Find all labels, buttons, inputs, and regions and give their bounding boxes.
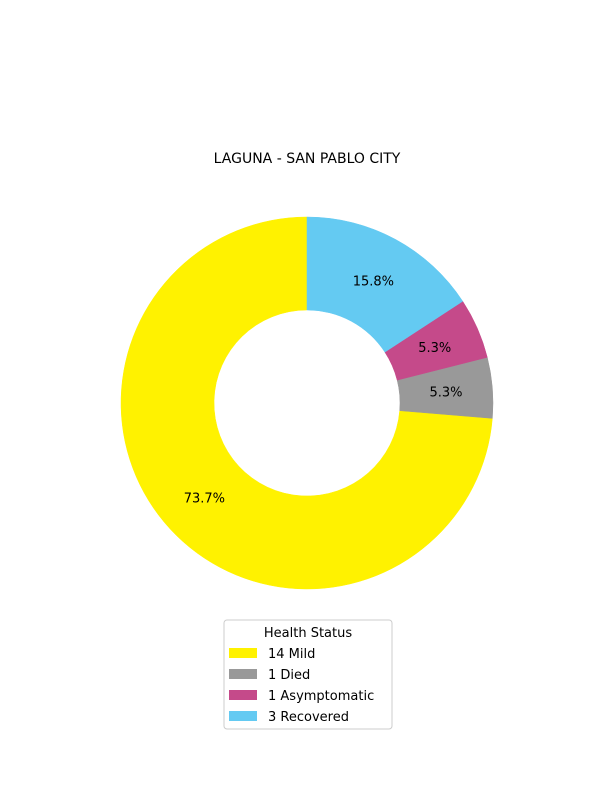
legend-items: 14 Mild 1 Died 1 Asymptomatic 3 Recovered <box>229 647 374 725</box>
legend-swatch-recovered <box>229 711 257 721</box>
percent-label-asymptomatic: 5.3% <box>418 341 451 356</box>
legend-label-asymptomatic: 1 Asymptomatic <box>268 689 374 704</box>
legend: Health Status 14 Mild 1 Died 1 Asymptomati… <box>223 619 393 730</box>
percent-label-died: 5.3% <box>430 385 463 400</box>
legend-label-recovered: 3 Recovered <box>268 710 349 725</box>
legend-item-died: 1 Died <box>229 668 310 683</box>
legend-item-mild: 14 Mild <box>229 647 315 662</box>
legend-item-asymptomatic: 1 Asymptomatic <box>229 689 374 704</box>
legend-box <box>223 619 393 730</box>
legend-swatch-died <box>229 669 257 679</box>
legend-label-died: 1 Died <box>268 668 310 683</box>
chart-title: LAGUNA - SAN PABLO CITY <box>214 151 401 167</box>
legend-title: Health Status <box>264 626 352 641</box>
percent-label-mild: 73.7% <box>184 491 225 506</box>
slice-recovered <box>306 216 464 353</box>
percent-labels: 73.7% 5.3% 5.3% 15.8% <box>184 274 463 506</box>
legend-swatch-mild <box>229 648 257 658</box>
legend-swatch-asymptomatic <box>229 690 257 700</box>
slice-mild <box>120 216 493 590</box>
percent-label-recovered: 15.8% <box>353 274 394 289</box>
legend-label-mild: 14 Mild <box>268 647 315 662</box>
donut-slices <box>120 216 494 590</box>
legend-item-recovered: 3 Recovered <box>229 710 349 725</box>
